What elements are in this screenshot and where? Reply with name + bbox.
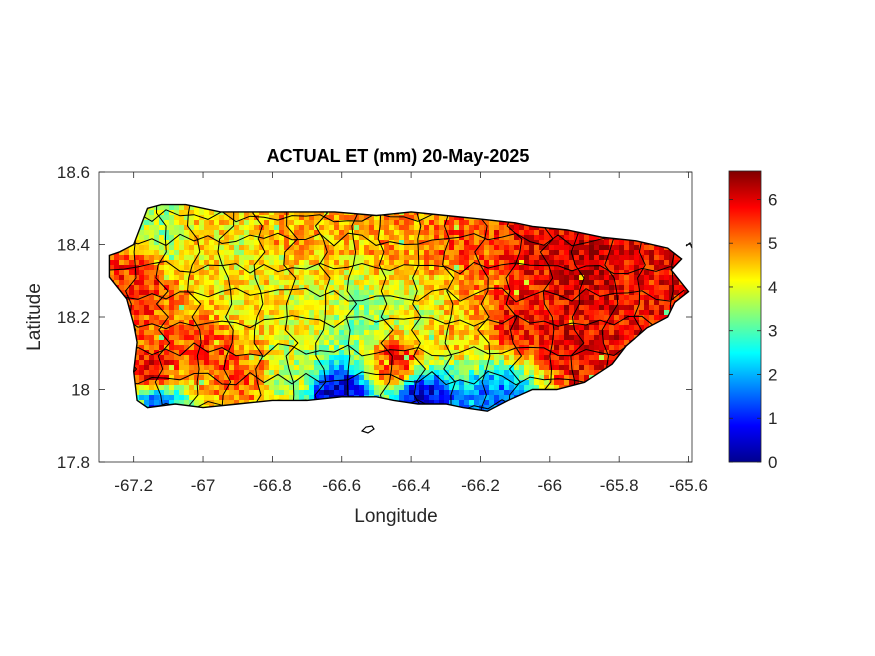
y-axis-label: Latitude <box>24 283 45 351</box>
colorbar-tick-label: 5 <box>768 234 777 253</box>
x-tick-label: -66.4 <box>392 476 431 495</box>
colorbar <box>728 170 762 463</box>
colorbar-tick-label: 1 <box>768 409 777 428</box>
colorbar-tick-label: 3 <box>768 322 777 341</box>
x-tick-label: -65.8 <box>600 476 639 495</box>
y-tick-label: 18 <box>71 381 90 400</box>
x-axis-ticks: -67.2 -67 -66.8 -66.6 -66.4 -66.2 -66 -65.8 -65.… <box>114 172 708 495</box>
y-tick-label: 18.6 <box>57 163 90 182</box>
y-tick-label: 17.8 <box>57 453 90 472</box>
chart-title: ACTUAL ET (mm) 20-May-2025 <box>267 146 530 166</box>
colorbar-tick-label: 6 <box>768 190 777 209</box>
island-coastline <box>108 203 690 412</box>
colorbar-tick-label: 0 <box>768 453 777 472</box>
y-tick-label: 18.2 <box>57 308 90 327</box>
caja-de-muertos-islet <box>360 425 375 434</box>
colorbar-ticks: 0 1 2 3 4 5 6 <box>729 190 777 472</box>
culebra-edge <box>685 242 693 249</box>
x-tick-label: -66.2 <box>461 476 500 495</box>
x-tick-label: -66 <box>538 476 563 495</box>
colorbar-tick-label: 4 <box>768 278 777 297</box>
x-tick-label: -66.8 <box>253 476 292 495</box>
x-axis-label: Longitude <box>354 506 437 527</box>
y-axis-ticks: 17.8 18 18.2 18.4 18.6 <box>57 163 692 472</box>
x-tick-label: -67 <box>191 476 216 495</box>
x-tick-label: -67.2 <box>114 476 153 495</box>
y-tick-label: 18.4 <box>57 236 90 255</box>
x-tick-label: -65.6 <box>669 476 708 495</box>
colorbar-tick-label: 2 <box>768 365 777 384</box>
x-tick-label: -66.6 <box>322 476 361 495</box>
